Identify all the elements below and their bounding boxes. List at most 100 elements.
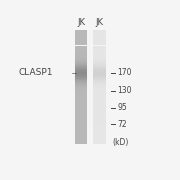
Bar <box>75 123 87 124</box>
Bar <box>93 40 105 41</box>
Bar <box>93 123 105 124</box>
Bar <box>93 98 105 99</box>
Bar <box>75 115 87 116</box>
Bar <box>93 71 105 72</box>
Bar <box>75 65 87 66</box>
Bar <box>75 61 87 62</box>
Bar <box>75 94 87 95</box>
Bar <box>75 106 87 107</box>
Bar <box>75 130 87 131</box>
Bar <box>75 128 87 129</box>
Bar <box>75 135 87 136</box>
Bar <box>93 134 105 135</box>
Bar <box>93 33 105 34</box>
Bar <box>93 117 105 118</box>
Bar <box>93 89 105 90</box>
Bar <box>93 54 105 55</box>
Bar <box>75 102 87 103</box>
Bar <box>75 72 87 73</box>
Bar <box>75 37 87 38</box>
Bar <box>93 58 105 59</box>
Bar <box>93 111 105 112</box>
Bar <box>75 119 87 120</box>
Bar <box>93 101 105 102</box>
Bar <box>93 72 105 73</box>
Bar <box>75 50 87 51</box>
Bar <box>93 46 105 47</box>
Bar <box>75 48 87 49</box>
Bar <box>93 76 105 77</box>
Bar <box>93 52 105 53</box>
Bar <box>93 113 105 114</box>
Bar <box>75 101 87 102</box>
Bar <box>93 49 105 50</box>
Bar <box>75 117 87 118</box>
Bar <box>93 39 105 40</box>
Bar <box>93 133 105 134</box>
Bar <box>75 105 87 106</box>
Bar <box>93 125 105 126</box>
Bar <box>75 116 87 117</box>
Bar <box>93 140 105 141</box>
Text: 130: 130 <box>117 86 132 95</box>
Bar <box>75 99 87 100</box>
Bar <box>75 88 87 89</box>
Bar <box>75 122 87 123</box>
Bar <box>93 120 105 121</box>
Text: 170: 170 <box>117 68 132 77</box>
Bar <box>93 68 105 69</box>
Bar <box>75 75 87 76</box>
Bar <box>93 107 105 108</box>
Bar <box>75 39 87 40</box>
Text: JK: JK <box>95 18 103 27</box>
Bar <box>93 73 105 74</box>
Bar <box>93 143 105 144</box>
Bar <box>75 87 87 88</box>
Bar <box>93 50 105 51</box>
Bar <box>75 56 87 57</box>
Bar <box>93 130 105 131</box>
Bar <box>75 58 87 59</box>
Bar <box>75 52 87 53</box>
Bar <box>75 30 87 31</box>
Bar <box>75 98 87 99</box>
Bar <box>75 63 87 64</box>
Bar <box>93 55 105 56</box>
Bar <box>75 114 87 115</box>
Bar <box>93 131 105 132</box>
Bar <box>93 30 105 31</box>
Bar <box>75 40 87 41</box>
Bar <box>93 129 105 130</box>
Bar <box>93 85 105 86</box>
Bar <box>93 97 105 98</box>
Bar <box>75 71 87 72</box>
Bar <box>93 115 105 116</box>
Bar <box>75 51 87 52</box>
Bar <box>75 93 87 94</box>
Bar <box>93 59 105 60</box>
Bar <box>93 62 105 63</box>
Bar <box>75 95 87 96</box>
Bar <box>93 79 105 80</box>
Bar <box>75 85 87 86</box>
Bar <box>93 138 105 139</box>
Bar <box>93 106 105 107</box>
Bar <box>93 142 105 143</box>
Bar <box>93 136 105 137</box>
Text: 95: 95 <box>117 103 127 112</box>
Bar <box>75 79 87 80</box>
Bar <box>75 121 87 122</box>
Bar <box>93 78 105 79</box>
Bar <box>75 113 87 114</box>
Bar <box>93 60 105 61</box>
Bar <box>93 108 105 109</box>
Bar <box>75 100 87 101</box>
Bar <box>75 131 87 132</box>
Bar <box>75 69 87 70</box>
Bar <box>75 112 87 113</box>
Bar <box>93 127 105 128</box>
Bar <box>93 53 105 54</box>
Bar <box>93 110 105 111</box>
Bar <box>75 132 87 133</box>
Bar <box>75 138 87 139</box>
